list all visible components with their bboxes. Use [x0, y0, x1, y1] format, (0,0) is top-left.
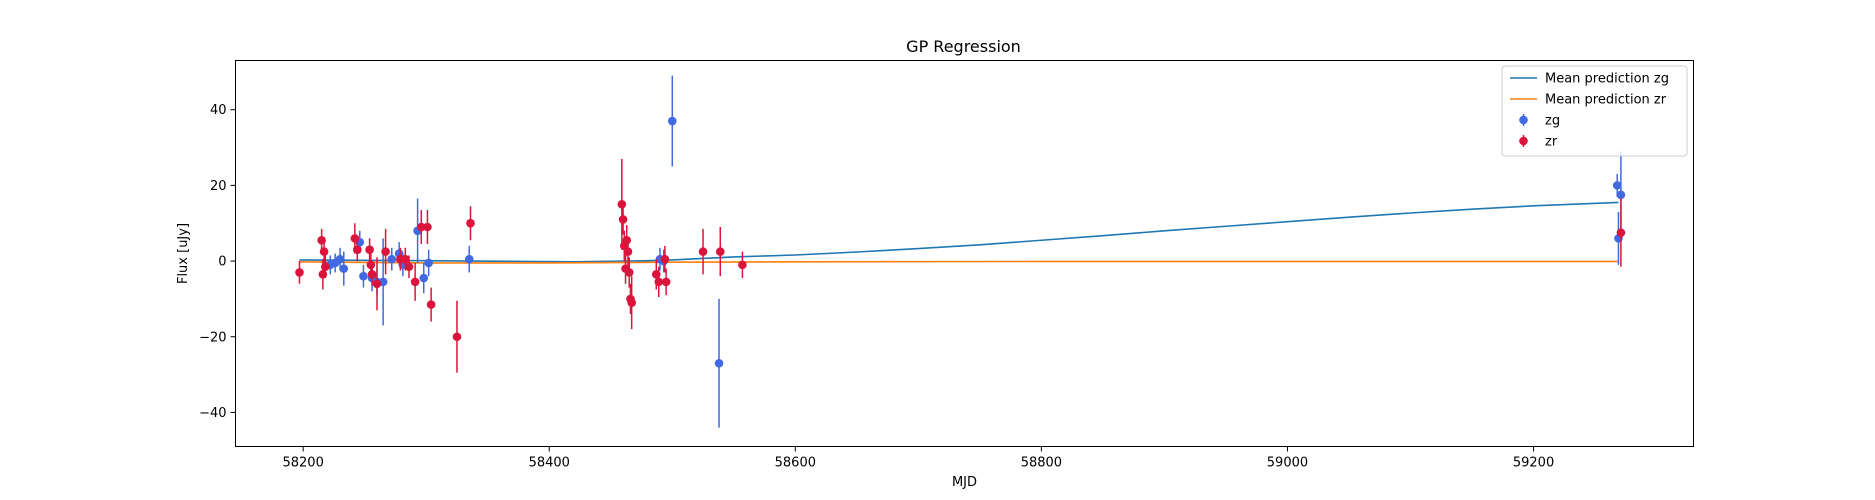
y-axis: −40 −20 0 20 40 [199, 103, 236, 421]
zr-data-point [423, 222, 432, 232]
zg-data-point [714, 358, 724, 368]
zr-data-point [366, 260, 376, 270]
zg-data-point [335, 254, 345, 264]
zg-data-point [1612, 181, 1622, 190]
chart-title: GP Regression [906, 37, 1021, 56]
zr-data-point [624, 268, 634, 277]
y-axis-title: Flux [uJy] [176, 223, 191, 284]
mean-prediction-line-zr [299, 260, 1619, 264]
zr-data-point [618, 215, 628, 224]
zg-data-point [424, 258, 433, 268]
y-tick-label: 20 [210, 179, 227, 194]
y-tick-label: 40 [210, 103, 227, 118]
zr-data-point [715, 247, 725, 256]
zr-data-point [353, 245, 362, 255]
y-tick-label: 0 [218, 255, 226, 270]
zr-data-point [416, 222, 426, 232]
x-tick-label: 59000 [1267, 456, 1308, 471]
zr-data-point [410, 277, 420, 287]
x-axis-title: MJD [952, 475, 977, 490]
zg-data-point [339, 264, 349, 273]
zr-data-point [295, 268, 304, 277]
x-tick-label: 58800 [1021, 456, 1062, 471]
zg-data-point [667, 116, 677, 126]
zr-data-point [452, 332, 462, 342]
legend-label: zr [1545, 135, 1558, 150]
zr-data-point [321, 262, 330, 272]
zg-data-point [387, 254, 397, 264]
zr-data-point [365, 245, 374, 255]
x-tick-label: 58600 [775, 456, 816, 471]
zg-data-point [359, 271, 368, 281]
legend: Mean prediction zg Mean prediction zr zg zr [1501, 65, 1688, 157]
legend-point-swatch [1519, 115, 1528, 125]
zr-data-point [400, 254, 410, 264]
x-tick-label: 59200 [1513, 456, 1554, 471]
plot-frame [235, 60, 1694, 447]
zr-data-point [627, 298, 636, 307]
zr-data-point [1616, 228, 1626, 237]
legend-box [1501, 65, 1688, 157]
zr-data-point [623, 247, 633, 256]
zr-data-point [426, 300, 436, 309]
zr-data-point [622, 235, 632, 245]
legend-label: zg [1545, 114, 1560, 129]
zr-data-point [367, 270, 377, 279]
x-axis: 58200 58400 58600 58800 59000 59200 [282, 446, 1554, 471]
zr-data-point [381, 247, 390, 256]
zg-data-point [464, 254, 474, 264]
zr-data-point [698, 247, 708, 256]
zg-data-point [419, 273, 429, 283]
legend-label: Mean prediction zg [1545, 72, 1669, 87]
zr-data-point [404, 262, 414, 272]
zg-data-point [1616, 190, 1626, 200]
zr-data-point [372, 279, 382, 289]
legend-point-swatch [1519, 136, 1528, 146]
x-tick-label: 58200 [282, 456, 323, 471]
x-tick-label: 58400 [529, 456, 570, 471]
zr-data-point [466, 218, 475, 228]
zr-data-point [319, 247, 329, 256]
mean-prediction-line-zg [299, 201, 1619, 263]
zr-data-point [660, 254, 670, 264]
y-tick-label: −40 [199, 406, 226, 421]
zr-data-point [738, 260, 747, 270]
zr-data-point [617, 200, 627, 209]
data-points [295, 75, 1626, 428]
legend-label: Mean prediction zr [1545, 93, 1667, 108]
zr-data-point [654, 277, 664, 287]
y-tick-label: −20 [199, 330, 226, 345]
zr-data-point [661, 277, 671, 287]
mean-prediction-lines [299, 201, 1619, 264]
